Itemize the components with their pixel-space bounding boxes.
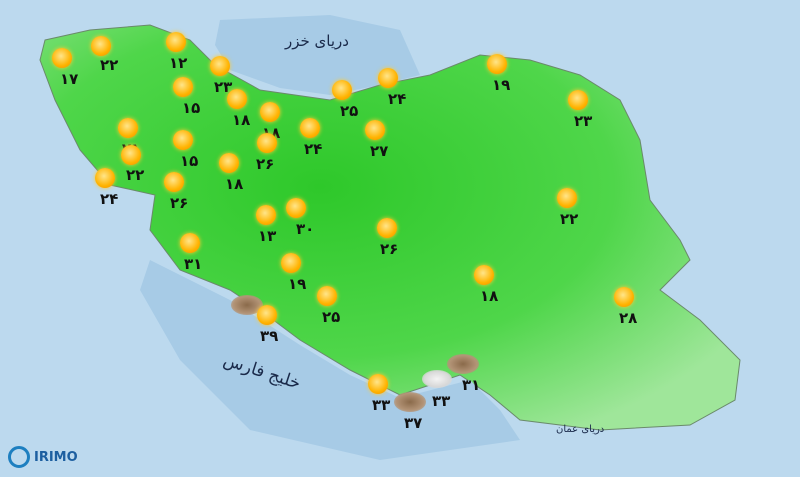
temperature-label: ۲۵	[322, 308, 341, 326]
temperature-label: ۲۶	[256, 155, 275, 173]
temperature-label: ۱۸	[225, 175, 244, 193]
sun-icon	[91, 36, 111, 56]
oman-sea-label: دریای عمان	[556, 424, 605, 435]
sun-icon	[474, 265, 494, 285]
temperature-label: ۳۷	[404, 414, 423, 432]
temperature-label: ۲۳	[574, 112, 593, 130]
temperature-label: ۱۸	[232, 111, 251, 129]
sun-icon	[281, 253, 301, 273]
temperature-label: ۱۵	[182, 99, 201, 117]
cloud-icon	[422, 370, 452, 388]
temperature-label: ۳۱	[462, 376, 481, 394]
temperature-label: ۲۴	[304, 140, 323, 158]
sun-icon	[286, 198, 306, 218]
sun-icon	[378, 68, 398, 88]
temperature-label: ۲۸	[619, 309, 638, 327]
sun-icon	[210, 56, 230, 76]
sun-icon	[377, 218, 397, 238]
temperature-label: ۲۴	[100, 190, 119, 208]
temperature-label: ۲۴	[388, 90, 407, 108]
sun-icon	[121, 145, 141, 165]
sun-icon	[614, 287, 634, 307]
sun-icon	[332, 80, 352, 100]
caspian-sea-label: دریای خزر	[285, 32, 349, 50]
temperature-label: ۲۷	[370, 142, 389, 160]
irimo-logo-icon	[8, 446, 30, 468]
sun-icon	[257, 305, 277, 325]
sun-icon	[173, 130, 193, 150]
temperature-label: ۳۹	[260, 327, 279, 345]
logo-text: IRIMO	[34, 449, 78, 465]
temperature-label: ۱۸	[480, 287, 499, 305]
sun-icon	[95, 168, 115, 188]
temperature-label: ۲۶	[380, 240, 399, 258]
temperature-label: ۳۳	[432, 392, 451, 410]
dust-icon	[447, 354, 479, 374]
sun-icon	[260, 102, 280, 122]
temperature-label: ۲۲	[560, 210, 579, 228]
sun-icon	[300, 118, 320, 138]
temperature-label: ۱۳	[258, 227, 277, 245]
sun-icon	[257, 133, 277, 153]
dust-icon	[394, 392, 426, 412]
temperature-label: ۱۵	[180, 152, 199, 170]
dust-icon	[231, 295, 263, 315]
temperature-label: ۱۹	[492, 76, 511, 94]
temperature-label: ۲۲	[126, 166, 145, 184]
temperature-label: ۲۵	[340, 102, 359, 120]
caspian-sea	[215, 15, 420, 95]
sun-icon	[173, 77, 193, 97]
temperature-label: ۳۳	[372, 396, 391, 414]
sun-icon	[227, 89, 247, 109]
sun-icon	[365, 120, 385, 140]
temperature-label: ۳۰	[296, 220, 315, 238]
sun-icon	[164, 172, 184, 192]
irimo-logo: IRIMO	[8, 446, 78, 468]
sun-icon	[557, 188, 577, 208]
sun-icon	[568, 90, 588, 110]
temperature-label: ۳۱	[184, 255, 203, 273]
sun-icon	[317, 286, 337, 306]
sun-icon	[180, 233, 200, 253]
temperature-label: ۲۳	[214, 78, 233, 96]
temperature-label: ۲۲	[100, 56, 119, 74]
sun-icon	[368, 374, 388, 394]
temperature-label: ۱۹	[288, 275, 307, 293]
sun-icon	[52, 48, 72, 68]
sun-icon	[487, 54, 507, 74]
sun-icon	[219, 153, 239, 173]
temperature-label: ۱۲	[169, 54, 188, 72]
temperature-label: ۲۶	[170, 194, 189, 212]
sun-icon	[118, 118, 138, 138]
sun-icon	[256, 205, 276, 225]
sun-icon	[166, 32, 186, 52]
temperature-label: ۱۷	[60, 70, 79, 88]
